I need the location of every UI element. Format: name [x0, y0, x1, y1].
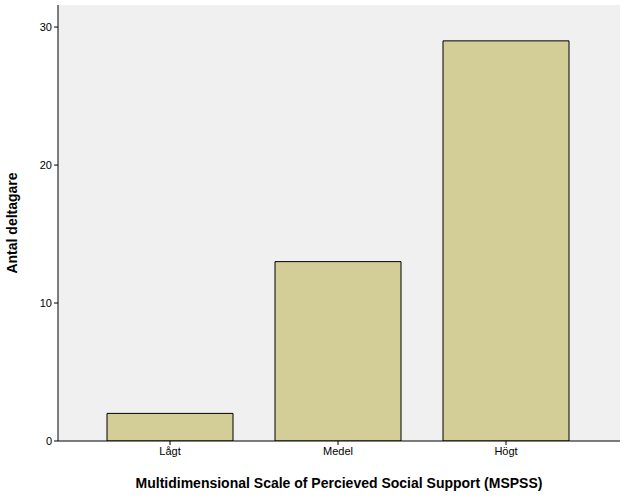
svg-text:Multidimensional Scale of Perc: Multidimensional Scale of Percieved Soci… [136, 475, 543, 491]
svg-text:Högt: Högt [494, 445, 517, 457]
svg-text:20: 20 [40, 159, 52, 171]
svg-text:Lågt: Lågt [159, 445, 180, 457]
svg-text:Medel: Medel [323, 445, 353, 457]
svg-text:30: 30 [40, 21, 52, 33]
svg-text:0: 0 [46, 435, 52, 447]
svg-text:10: 10 [40, 297, 52, 309]
svg-text:Antal deltagare: Antal deltagare [8, 172, 20, 273]
